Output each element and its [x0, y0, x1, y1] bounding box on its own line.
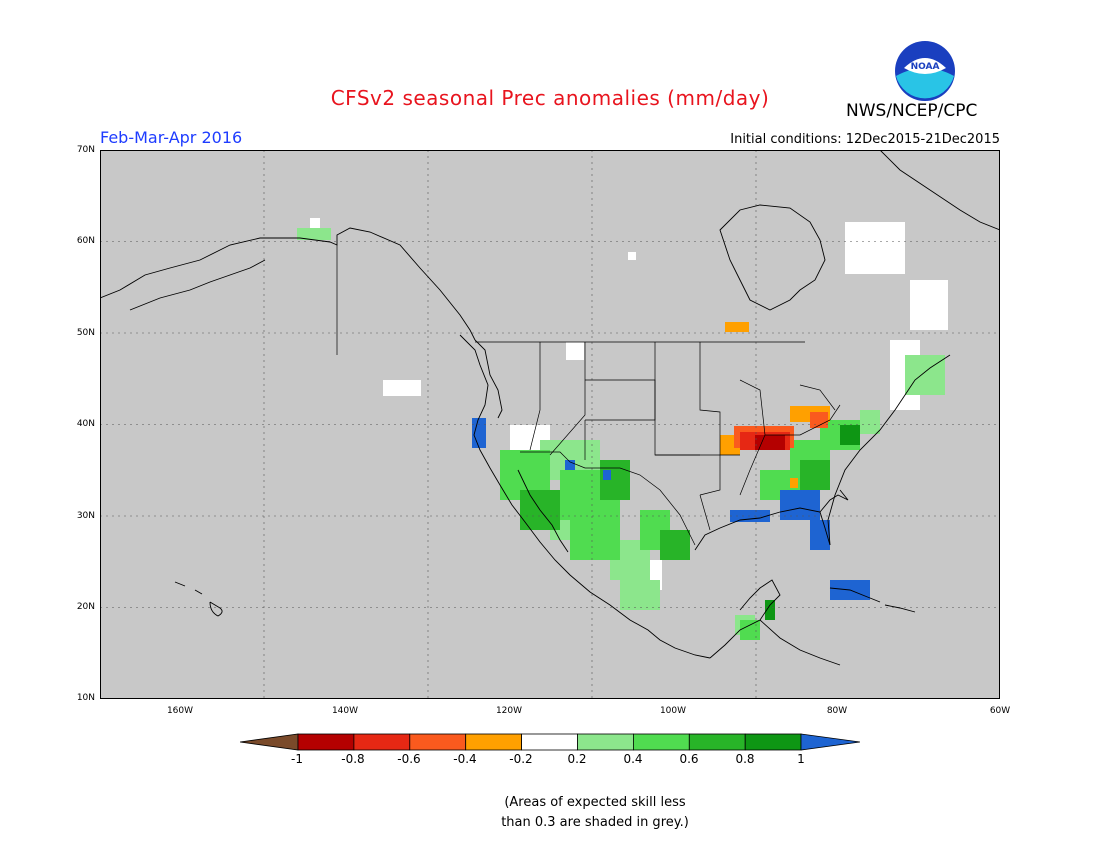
- colorbar-segment: [744, 733, 802, 751]
- colorbar-tick-label: -1: [291, 752, 303, 766]
- precip-anomaly-map: [99, 149, 1001, 700]
- forecast-period: Feb-Mar-Apr 2016: [100, 128, 243, 147]
- colorbar-segment: [577, 733, 634, 751]
- anomaly-cell: [603, 470, 611, 480]
- lat-label: 10N: [76, 693, 95, 703]
- lat-label: 70N: [76, 145, 95, 155]
- noaa-logo-icon: NOAA: [895, 41, 955, 101]
- organization-label: NWS/NCEP/CPC: [846, 101, 978, 121]
- lon-label: 60W: [989, 706, 1011, 716]
- lon-label: 120W: [495, 706, 523, 716]
- map-title: CFSv2 seasonal Prec anomalies (mm/day): [330, 86, 770, 110]
- anomaly-cell: [725, 322, 749, 332]
- political-borders: [336, 245, 841, 546]
- map-canvas: [99, 149, 1001, 700]
- anomaly-cell: [840, 425, 860, 445]
- colorbar-tick-label: 0.8: [735, 752, 755, 766]
- lat-label: 50N: [76, 328, 95, 338]
- anomaly-cell: [740, 620, 760, 640]
- anomaly-cell: [565, 460, 575, 470]
- anomaly-cell: [755, 435, 785, 450]
- lon-label: 140W: [331, 706, 359, 716]
- colorbar-tick-label: 0.6: [679, 752, 699, 766]
- colorbar-tick-label: 0.2: [567, 752, 587, 766]
- anomaly-cell: [383, 380, 421, 396]
- anomaly-cell: [310, 218, 320, 230]
- colorbar-segment: [297, 733, 355, 751]
- skill-note: (Areas of expected skill less than 0.3 a…: [0, 793, 1100, 833]
- anomaly-cell: [800, 460, 830, 490]
- lon-label: 80W: [826, 706, 848, 716]
- lat-label: 60N: [76, 236, 95, 246]
- colorbar-segment: [521, 733, 578, 751]
- anomaly-cell: [790, 478, 798, 488]
- anomaly-cell: [660, 530, 690, 560]
- colorbar-segments: [240, 733, 860, 751]
- colorbar-segment: [688, 733, 746, 751]
- anomaly-cell: [297, 228, 331, 240]
- anomaly-cell: [620, 580, 660, 610]
- colorbar-arrow-high: [800, 733, 860, 751]
- anomaly-cell: [905, 355, 945, 395]
- anomaly-cell: [780, 490, 820, 520]
- colorbar-segment: [632, 733, 690, 751]
- logo-text: NOAA: [911, 62, 940, 72]
- initial-conditions: Initial conditions: 12Dec2015-21Dec2015: [730, 132, 1000, 147]
- anomaly-cell: [472, 418, 486, 448]
- lat-label: 20N: [76, 602, 95, 612]
- colorbar: [240, 733, 860, 751]
- anomaly-cells: [297, 218, 948, 640]
- lat-label: 30N: [76, 511, 95, 521]
- lat-lon-gridlines: [100, 150, 1000, 699]
- anomaly-cell: [845, 222, 905, 274]
- lat-label: 40N: [76, 419, 95, 429]
- colorbar-tick-label: -0.2: [509, 752, 533, 766]
- anomaly-cell: [860, 410, 880, 434]
- anomaly-cell: [810, 412, 828, 428]
- anomaly-cell: [566, 342, 584, 360]
- colorbar-segment: [353, 733, 411, 751]
- colorbar-tick-label: 1: [797, 752, 805, 766]
- colorbar-tick-label: -0.8: [341, 752, 365, 766]
- anomaly-cell: [765, 600, 775, 620]
- colorbar-tick-label: 0.4: [623, 752, 643, 766]
- anomaly-cell: [910, 280, 948, 330]
- skill-note-line: than 0.3 are shaded in grey.): [501, 815, 689, 830]
- lon-label: 100W: [659, 706, 687, 716]
- coastlines: [99, 149, 1001, 666]
- colorbar-tick-label: -0.6: [397, 752, 421, 766]
- colorbar-arrow-low: [240, 733, 299, 751]
- lon-label: 160W: [166, 706, 194, 716]
- colorbar-segment: [409, 733, 467, 751]
- anomaly-cell: [628, 252, 636, 260]
- colorbar-tick-label: -0.4: [453, 752, 477, 766]
- colorbar-segment: [465, 733, 522, 751]
- anomaly-cell: [570, 520, 620, 560]
- skill-note-line: (Areas of expected skill less: [504, 795, 686, 810]
